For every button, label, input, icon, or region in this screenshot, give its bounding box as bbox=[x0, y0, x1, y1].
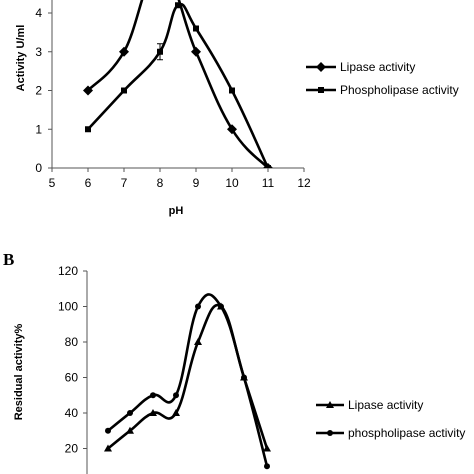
panel-b-y-tick-label: 100 bbox=[58, 300, 78, 314]
panel-a-x-axis-label: pH bbox=[169, 205, 184, 217]
panel-a-data-point bbox=[119, 46, 129, 57]
panel-b-legend-label: phospholipase activity bbox=[348, 426, 465, 440]
panel-b-data-point bbox=[241, 374, 247, 381]
panel-b-legend-marker bbox=[326, 401, 334, 408]
panel-a-series-1 bbox=[83, 0, 273, 168]
panel-b-data-point bbox=[150, 392, 156, 399]
panel-a-x-tick-label: 7 bbox=[121, 176, 128, 190]
panel-b-y-tick-label: 60 bbox=[65, 371, 79, 385]
panel-b-y-tick-label: 40 bbox=[65, 406, 79, 420]
panel-a-x-tick-label: 11 bbox=[262, 176, 275, 190]
panel-a-x-tick-label: 10 bbox=[225, 176, 239, 190]
panel-a-data-point bbox=[227, 124, 237, 135]
panel-a-x-tick-label: 6 bbox=[85, 176, 92, 190]
panel-b-label: B bbox=[3, 250, 14, 269]
panel-b-data-point bbox=[195, 303, 201, 310]
panel-a-x-tick-label: 9 bbox=[193, 176, 200, 190]
panel-a-y-tick-label: 2 bbox=[35, 84, 42, 98]
panel-a-data-point bbox=[83, 85, 93, 96]
panel-b-data-point bbox=[194, 338, 202, 345]
panel-b-data-point bbox=[218, 303, 224, 310]
panel-a-legend-marker bbox=[316, 62, 326, 72]
panel-a-series-line bbox=[87, 0, 269, 168]
panel-a-legend-marker bbox=[318, 87, 324, 93]
panel-b-data-point bbox=[126, 426, 134, 434]
panel-a-data-point bbox=[193, 25, 199, 32]
panel-a-data-point bbox=[265, 165, 271, 168]
panel-b-data-point bbox=[263, 444, 271, 452]
panel-a-y-tick-label: 4 bbox=[35, 6, 42, 20]
panel-a-y-tick-label: 3 bbox=[35, 45, 42, 59]
panel-b-y-tick-label: 80 bbox=[65, 335, 79, 349]
panel-b-series-2 bbox=[105, 293, 270, 470]
panel-b-y-tick-label: 20 bbox=[65, 442, 79, 456]
panel-a-data-point bbox=[85, 126, 91, 133]
panel-a-x-tick-label: 5 bbox=[49, 176, 56, 190]
panel-a-data-point bbox=[191, 46, 201, 57]
panel-a-data-point bbox=[229, 87, 235, 94]
panel-b-data-point bbox=[172, 409, 180, 416]
panel-b-y-axis-label: Residual activity% bbox=[13, 323, 25, 420]
panel-a-y-tick-label: 1 bbox=[35, 122, 42, 136]
panel-b-legend-label: Lipase activity bbox=[348, 398, 423, 412]
panel-b-data-point bbox=[264, 463, 270, 470]
panel-a-legend-label: Phospholipase activity bbox=[340, 83, 459, 97]
panel-b-y-tick-label: 120 bbox=[58, 264, 78, 278]
panel-a-x-tick-label: 12 bbox=[297, 176, 311, 190]
panel-a-legend-label: Lipase activity bbox=[340, 60, 415, 74]
panel-a-y-axis-label: Activity U/ml bbox=[15, 25, 27, 92]
panel-a-data-point bbox=[175, 2, 181, 9]
panel-a-y-tick-label: 0 bbox=[35, 161, 42, 175]
panel-a-x-tick-label: 8 bbox=[157, 176, 164, 190]
panel-b-data-point bbox=[127, 410, 133, 416]
panel-a-data-point bbox=[121, 87, 127, 94]
panel-b-data-point bbox=[104, 444, 112, 452]
panel-b-data-point bbox=[173, 392, 179, 399]
panel-b-data-point bbox=[105, 427, 111, 434]
panel-b-legend-marker bbox=[327, 430, 333, 436]
panel-b-data-point bbox=[149, 409, 157, 416]
